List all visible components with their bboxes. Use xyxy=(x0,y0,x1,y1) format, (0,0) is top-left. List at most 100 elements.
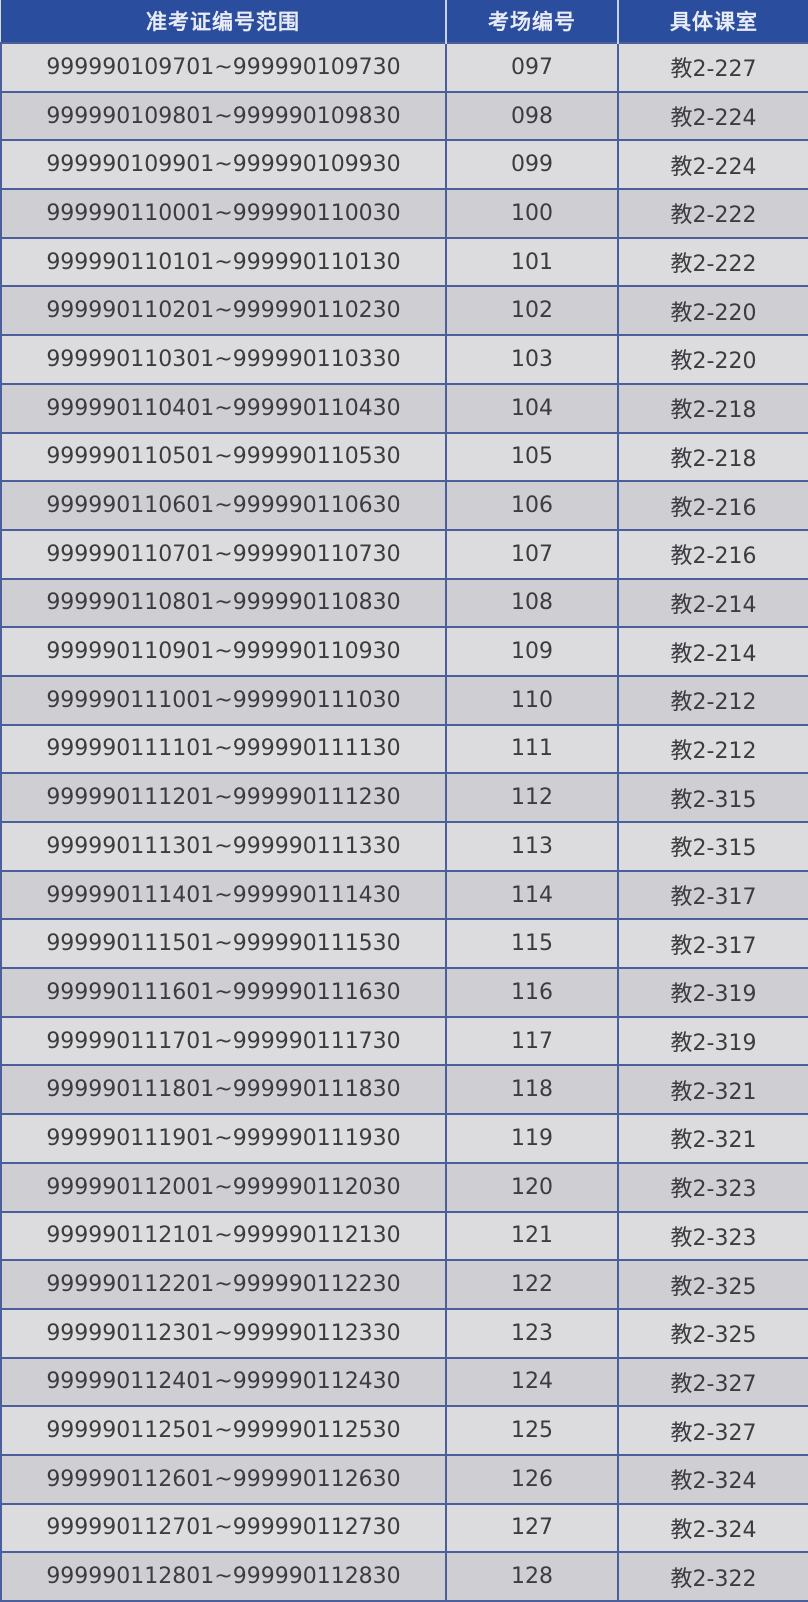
room-number-cell: 107 xyxy=(445,528,619,580)
ticket-range-cell: 999990111201~999990111230 xyxy=(0,772,447,823)
ticket-range-cell: 999990111701~999990111730 xyxy=(0,1015,447,1067)
room-number-cell: 111 xyxy=(445,723,619,775)
table-row: 999990111201~999990111230 112 教2-315 xyxy=(0,772,808,823)
classroom-cell: 教2-212 xyxy=(617,723,808,775)
classroom-cell: 教2-224 xyxy=(617,90,808,142)
classroom-cell: 教2-321 xyxy=(617,1113,808,1164)
table-row: 999990110301~999990110330 103 教2-220 xyxy=(0,334,808,385)
room-number-cell: 100 xyxy=(445,188,619,239)
ticket-range-cell: 999990111001~999990111030 xyxy=(0,674,447,726)
ticket-range-cell: 999990110501~999990110530 xyxy=(0,431,447,483)
ticket-range-cell: 999990110701~999990110730 xyxy=(0,528,447,580)
classroom-cell: 教2-227 xyxy=(617,42,808,93)
classroom-cell: 教2-319 xyxy=(617,1015,808,1067)
classroom-cell: 教2-315 xyxy=(617,821,808,872)
classroom-cell: 教2-327 xyxy=(617,1356,808,1408)
room-number-cell: 104 xyxy=(445,382,619,434)
room-number-cell: 128 xyxy=(445,1551,619,1602)
ticket-range-cell: 999990109801~999990109830 xyxy=(0,90,447,142)
ticket-range-cell: 999990111301~999990111330 xyxy=(0,821,447,872)
ticket-range-cell: 999990110901~999990110930 xyxy=(0,626,447,677)
table-row: 999990111401~999990111430 114 教2-317 xyxy=(0,869,808,921)
ticket-range-cell: 999990109901~999990109930 xyxy=(0,139,447,191)
table-row: 999990110701~999990110730 107 教2-216 xyxy=(0,528,808,580)
room-number-cell: 105 xyxy=(445,431,619,483)
room-number-cell: 120 xyxy=(445,1161,619,1213)
table-row: 999990111901~999990111930 119 教2-321 xyxy=(0,1113,808,1164)
room-number-cell: 108 xyxy=(445,577,619,629)
classroom-cell: 教2-218 xyxy=(617,382,808,434)
classroom-cell: 教2-224 xyxy=(617,139,808,191)
table-row: 999990109901~999990109930 099 教2-224 xyxy=(0,139,808,191)
ticket-range-cell: 999990110801~999990110830 xyxy=(0,577,447,629)
ticket-range-cell: 999990111801~999990111830 xyxy=(0,1064,447,1116)
classroom-cell: 教2-321 xyxy=(617,1064,808,1116)
table-row: 999990110001~999990110030 100 教2-222 xyxy=(0,188,808,239)
classroom-cell: 教2-216 xyxy=(617,480,808,531)
classroom-cell: 教2-315 xyxy=(617,772,808,823)
table-row: 999990110101~999990110130 101 教2-222 xyxy=(0,236,808,288)
table-row: 999990112601~999990112630 126 教2-324 xyxy=(0,1453,808,1505)
room-number-cell: 123 xyxy=(445,1307,619,1359)
ticket-range-cell: 999990111601~999990111630 xyxy=(0,967,447,1018)
ticket-range-cell: 999990112301~999990112330 xyxy=(0,1307,447,1359)
header-ticket-range: 准考证编号范围 xyxy=(1,0,446,43)
classroom-cell: 教2-218 xyxy=(617,431,808,483)
room-number-cell: 098 xyxy=(445,90,619,142)
room-number-cell: 110 xyxy=(445,674,619,726)
table-row: 999990112701~999990112730 127 教2-324 xyxy=(0,1502,808,1554)
room-number-cell: 118 xyxy=(445,1064,619,1116)
table-row: 999990111001~999990111030 110 教2-212 xyxy=(0,674,808,726)
room-number-cell: 103 xyxy=(445,334,619,385)
header-row: 准考证编号范围 考场编号 具体课室 xyxy=(1,0,808,43)
room-number-cell: 124 xyxy=(445,1356,619,1408)
ticket-range-cell: 999990112101~999990112130 xyxy=(0,1210,447,1262)
ticket-range-cell: 999990112601~999990112630 xyxy=(0,1453,447,1505)
classroom-cell: 教2-214 xyxy=(617,626,808,677)
ticket-range-cell: 999990110101~999990110130 xyxy=(0,236,447,288)
classroom-cell: 教2-323 xyxy=(617,1161,808,1213)
room-number-cell: 117 xyxy=(445,1015,619,1067)
ticket-range-cell: 999990111501~999990111530 xyxy=(0,918,447,970)
room-number-cell: 126 xyxy=(445,1453,619,1505)
ticket-range-cell: 999990110201~999990110230 xyxy=(0,285,447,337)
room-number-cell: 101 xyxy=(445,236,619,288)
room-number-cell: 122 xyxy=(445,1259,619,1310)
table-row: 999990112201~999990112230 122 教2-325 xyxy=(0,1259,808,1310)
room-number-cell: 112 xyxy=(445,772,619,823)
classroom-cell: 教2-212 xyxy=(617,674,808,726)
table-row: 999990111601~999990111630 116 教2-319 xyxy=(0,967,808,1018)
ticket-range-cell: 999990112501~999990112530 xyxy=(0,1405,447,1456)
table-row: 999990110801~999990110830 108 教2-214 xyxy=(0,577,808,629)
ticket-range-cell: 999990110601~999990110630 xyxy=(0,480,447,531)
ticket-range-cell: 999990111901~999990111930 xyxy=(0,1113,447,1164)
classroom-cell: 教2-220 xyxy=(617,334,808,385)
ticket-range-cell: 999990112701~999990112730 xyxy=(0,1502,447,1554)
room-number-cell: 121 xyxy=(445,1210,619,1262)
room-number-cell: 102 xyxy=(445,285,619,337)
ticket-range-cell: 999990112201~999990112230 xyxy=(0,1259,447,1310)
classroom-cell: 教2-317 xyxy=(617,918,808,970)
ticket-range-cell: 999990111401~999990111430 xyxy=(0,869,447,921)
ticket-range-cell: 999990110401~999990110430 xyxy=(0,382,447,434)
table-row: 999990112501~999990112530 125 教2-327 xyxy=(0,1405,808,1456)
room-number-cell: 119 xyxy=(445,1113,619,1164)
table-row: 999990110601~999990110630 106 教2-216 xyxy=(0,480,808,531)
room-number-cell: 109 xyxy=(445,626,619,677)
header-room-number: 考场编号 xyxy=(445,0,618,43)
ticket-range-cell: 999990112801~999990112830 xyxy=(0,1551,447,1602)
header-classroom: 具体课室 xyxy=(617,0,808,43)
classroom-cell: 教2-220 xyxy=(617,285,808,337)
ticket-range-cell: 999990112001~999990112030 xyxy=(0,1161,447,1213)
room-number-cell: 127 xyxy=(445,1502,619,1554)
classroom-cell: 教2-324 xyxy=(617,1502,808,1554)
ticket-range-cell: 999990110001~999990110030 xyxy=(0,188,447,239)
classroom-cell: 教2-327 xyxy=(617,1405,808,1456)
classroom-cell: 教2-317 xyxy=(617,869,808,921)
classroom-cell: 教2-214 xyxy=(617,577,808,629)
table-row: 999990111701~999990111730 117 教2-319 xyxy=(0,1015,808,1067)
ticket-range-cell: 999990109701~999990109730 xyxy=(0,42,447,93)
table-row: 999990110201~999990110230 102 教2-220 xyxy=(0,285,808,337)
table-row: 999990111801~999990111830 118 教2-321 xyxy=(0,1064,808,1116)
classroom-cell: 教2-323 xyxy=(617,1210,808,1262)
